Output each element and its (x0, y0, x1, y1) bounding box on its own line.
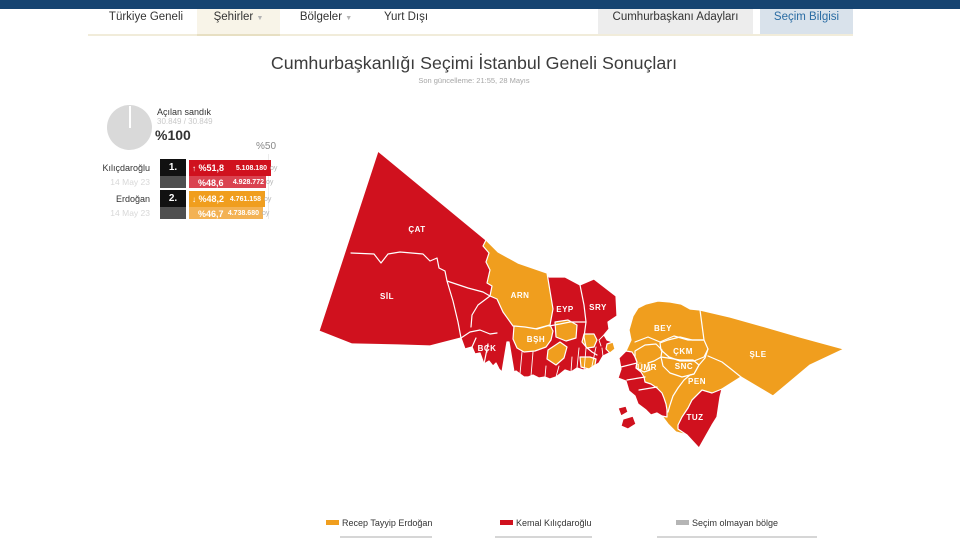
svg-text:PEN: PEN (688, 377, 706, 386)
svg-text:ÇAT: ÇAT (408, 225, 425, 234)
svg-text:BŞH: BŞH (527, 335, 545, 344)
svg-text:EYP: EYP (556, 305, 574, 314)
svg-text:SNC: SNC (675, 362, 693, 371)
svg-text:TUZ: TUZ (686, 413, 703, 422)
svg-text:ÇKM: ÇKM (673, 347, 693, 356)
svg-text:SRY: SRY (589, 303, 607, 312)
svg-text:BÇK: BÇK (478, 344, 497, 353)
svg-text:ARN: ARN (511, 291, 530, 300)
svg-text:SİL: SİL (380, 292, 394, 301)
svg-text:ÜMR: ÜMR (637, 363, 657, 372)
svg-text:BEY: BEY (654, 324, 672, 333)
svg-text:ŞLE: ŞLE (749, 350, 766, 359)
